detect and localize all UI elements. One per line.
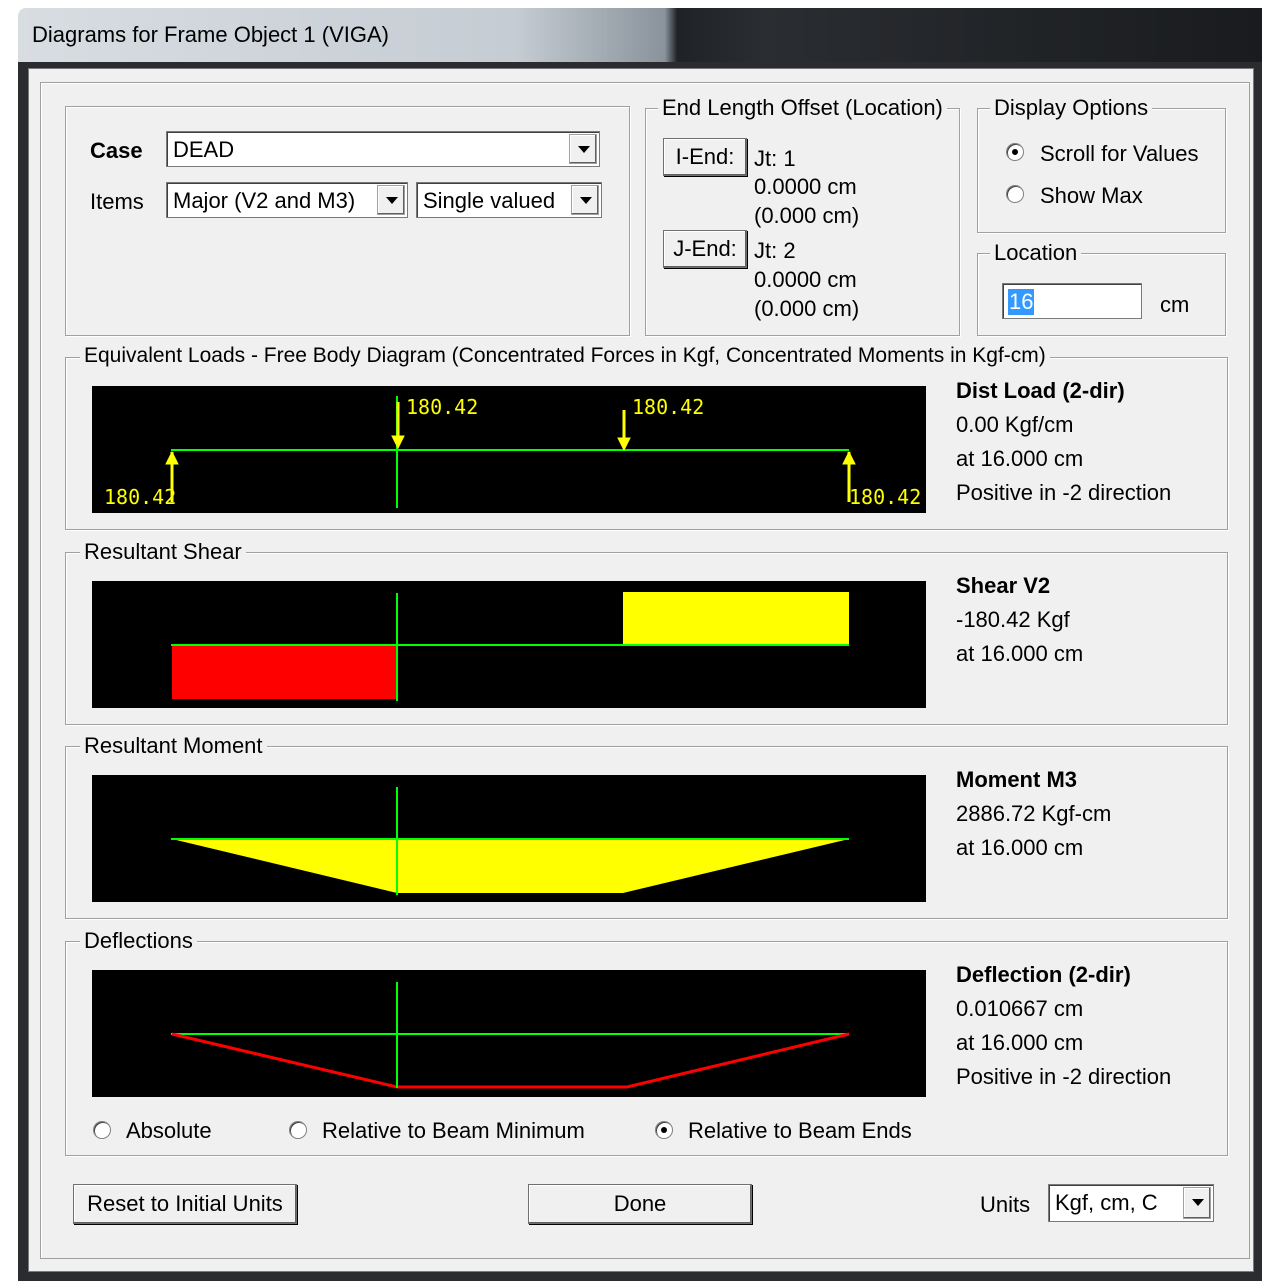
- deflection-info-dir: Positive in -2 direction: [956, 1064, 1172, 1089]
- shear-info-value: -180.42 Kgf: [956, 607, 1070, 632]
- moment-region: [172, 839, 849, 893]
- units-label: Units: [980, 1192, 1031, 1217]
- chevron-down-icon[interactable]: [569, 134, 597, 164]
- case-label: Case: [90, 138, 143, 163]
- moment-info-at: at 16.000 cm: [956, 835, 1084, 860]
- case-value: DEAD: [173, 137, 235, 162]
- i-end-location: (0.000 cm): [754, 203, 860, 228]
- location-legend: Location: [990, 240, 1082, 266]
- units-dropdown[interactable]: Kgf, cm, C: [1048, 1184, 1214, 1222]
- fbd-info-at: at 16.000 cm: [956, 446, 1084, 471]
- fbd-canvas: 180.42 180.42 180.42 180.42: [92, 386, 926, 513]
- load-arrow-1: [391, 402, 405, 450]
- relative-beam-minimum-label[interactable]: Relative to Beam Minimum: [322, 1118, 585, 1143]
- deflection-legend: Deflections: [80, 928, 197, 954]
- scroll-for-values-label[interactable]: Scroll for Values: [1040, 141, 1199, 166]
- j-end-location: (0.000 cm): [754, 296, 860, 321]
- shear-canvas: [92, 581, 926, 708]
- fbd-info-title: Dist Load (2-dir): [956, 378, 1125, 403]
- deflection-info-title: Deflection (2-dir): [956, 962, 1131, 987]
- fbd-diagram: 180.42 180.42 180.42 180.42: [104, 395, 921, 509]
- i-end-joint: Jt: 1: [754, 146, 796, 171]
- units-value: Kgf, cm, C: [1055, 1190, 1158, 1215]
- load-label-2: 180.42: [632, 395, 704, 419]
- moment-diagram: [171, 787, 849, 895]
- shear-info-at: at 16.000 cm: [956, 641, 1084, 666]
- moment-info-value: 2886.72 Kgf-cm: [956, 801, 1112, 826]
- window-title: Diagrams for Frame Object 1 (VIGA): [32, 22, 389, 47]
- chevron-down-icon[interactable]: [571, 185, 599, 215]
- shear-diagram: [171, 592, 849, 701]
- absolute-label[interactable]: Absolute: [126, 1118, 212, 1143]
- valued-value: Single valued: [423, 188, 556, 213]
- j-end-button[interactable]: J-End:: [663, 230, 747, 268]
- moment-legend: Resultant Moment: [80, 733, 267, 759]
- case-dropdown[interactable]: DEAD: [166, 131, 600, 167]
- scroll-for-values-radio[interactable]: [1006, 143, 1024, 161]
- deflection-group: Deflections: [65, 928, 1228, 1156]
- end-offset-legend: End Length Offset (Location): [658, 95, 947, 121]
- shear-group: Resultant Shear: [65, 539, 1228, 725]
- load-label-1: 180.42: [406, 395, 478, 419]
- shear-negative-region: [172, 645, 397, 699]
- items-value: Major (V2 and M3): [173, 188, 356, 213]
- show-max-label[interactable]: Show Max: [1040, 183, 1143, 208]
- reaction-label-left: 180.42: [104, 485, 176, 509]
- location-group: Location: [977, 240, 1226, 336]
- reaction-arrow-right: [842, 450, 856, 502]
- moment-canvas: [92, 775, 926, 902]
- deflection-diagram: [171, 982, 850, 1089]
- fbd-info-value: 0.00 Kgf/cm: [956, 412, 1074, 437]
- i-end-length: 0.0000 cm: [754, 174, 857, 199]
- show-max-radio[interactable]: [1006, 185, 1024, 203]
- reaction-label-right: 180.42: [849, 485, 921, 509]
- chevron-down-icon[interactable]: [1183, 1187, 1211, 1219]
- case-group: [65, 106, 630, 336]
- deflected-shape: [171, 1032, 850, 1089]
- display-options-legend: Display Options: [990, 95, 1153, 121]
- dialog-inner-panel: [40, 82, 1250, 1259]
- absolute-radio[interactable]: [93, 1121, 111, 1139]
- j-end-joint: Jt: 2: [754, 238, 796, 263]
- moment-info-title: Moment M3: [956, 767, 1077, 792]
- load-arrow-2: [617, 410, 631, 452]
- location-unit: cm: [1160, 292, 1190, 317]
- relative-beam-minimum-radio[interactable]: [289, 1121, 307, 1139]
- fbd-legend: Equivalent Loads - Free Body Diagram (Co…: [80, 344, 1050, 368]
- location-input[interactable]: 16: [1002, 283, 1142, 319]
- moment-group: Resultant Moment: [65, 733, 1228, 919]
- shear-positive-region: [623, 592, 849, 645]
- reset-initial-units-button[interactable]: Reset to Initial Units: [73, 1184, 297, 1224]
- shear-legend: Resultant Shear: [80, 539, 246, 565]
- relative-beam-ends-radio[interactable]: [655, 1121, 673, 1139]
- location-value: 16: [1008, 289, 1035, 315]
- chevron-down-icon[interactable]: [377, 185, 405, 215]
- j-end-length: 0.0000 cm: [754, 267, 857, 292]
- relative-beam-ends-label[interactable]: Relative to Beam Ends: [688, 1118, 912, 1143]
- end-offset-group: End Length Offset (Location): [645, 95, 960, 336]
- fbd-group: Equivalent Loads - Free Body Diagram (Co…: [65, 344, 1228, 530]
- done-button[interactable]: Done: [528, 1184, 752, 1224]
- i-end-button[interactable]: I-End:: [663, 138, 747, 176]
- valued-dropdown[interactable]: Single valued: [416, 182, 602, 218]
- items-dropdown[interactable]: Major (V2 and M3): [166, 182, 408, 218]
- title-bar[interactable]: Diagrams for Frame Object 1 (VIGA): [18, 8, 1262, 62]
- deflection-info-value: 0.010667 cm: [956, 996, 1084, 1021]
- display-options-group: Display Options: [977, 95, 1226, 233]
- deflection-canvas: [92, 970, 926, 1097]
- deflection-info-at: at 16.000 cm: [956, 1030, 1084, 1055]
- shear-info-title: Shear V2: [956, 573, 1051, 598]
- fbd-info-dir: Positive in -2 direction: [956, 480, 1172, 505]
- items-label: Items: [90, 189, 144, 214]
- reaction-arrow-left: [165, 450, 179, 502]
